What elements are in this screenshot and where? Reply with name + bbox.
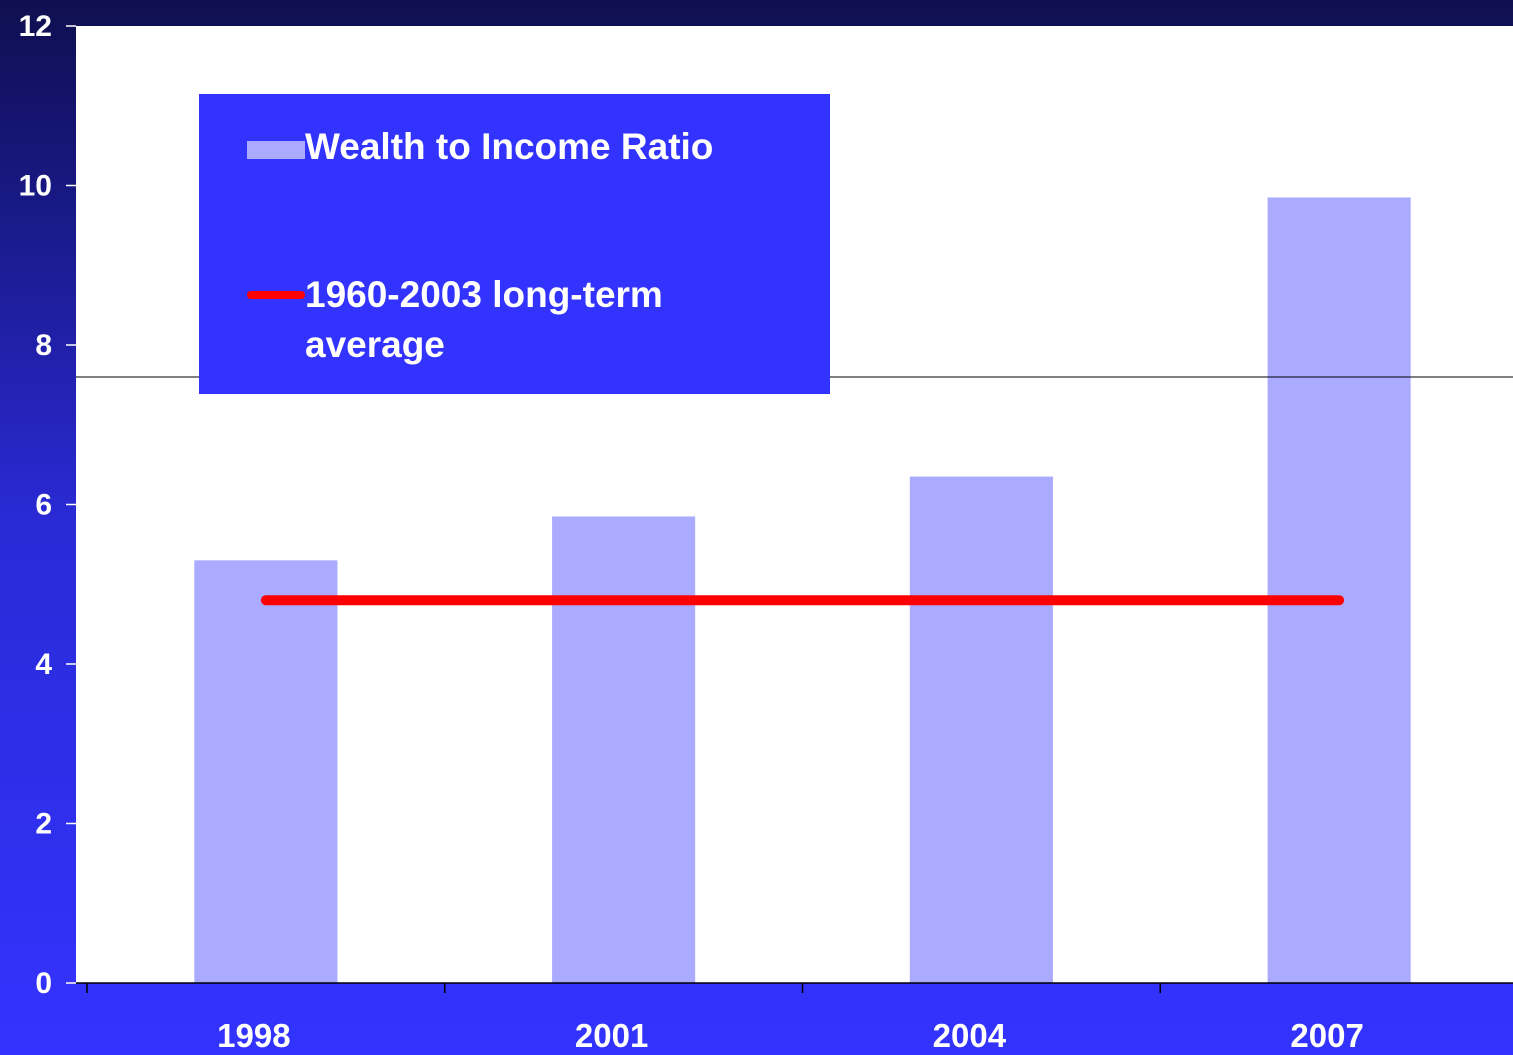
bars-group — [194, 197, 1411, 983]
bar-2004 — [909, 476, 1053, 983]
legend-label-line: 1960-2003 long-term average — [305, 274, 663, 365]
legend-swatch-line — [247, 291, 305, 299]
y-tick-label: 12 — [19, 10, 52, 43]
y-tick-label: 10 — [19, 170, 52, 203]
x-tick-label-2001: 2001 — [575, 1017, 648, 1054]
x-tick-label-1998: 1998 — [217, 1017, 290, 1054]
bar-2007 — [1267, 197, 1411, 983]
y-tick-label: 4 — [35, 648, 52, 681]
bar-2001 — [552, 516, 696, 983]
x-tick-labels: 1998 2001 2004 2007 — [217, 1017, 1364, 1054]
legend: Wealth to Income Ratio 1960-2003 long-te… — [199, 94, 830, 394]
legend-item-bar: Wealth to Income Ratio — [247, 122, 735, 172]
legend-swatch-bar — [247, 141, 305, 159]
y-tick-labels: 0 2 4 6 8 10 12 — [19, 10, 53, 1000]
x-tick-label-2007: 2007 — [1290, 1017, 1363, 1054]
y-tick-label: 2 — [35, 808, 52, 841]
legend-item-line: 1960-2003 long-term average — [247, 270, 735, 370]
y-tick-label: 0 — [35, 967, 52, 1000]
bar-1998 — [194, 560, 338, 983]
legend-label-bar: Wealth to Income Ratio — [305, 126, 714, 167]
y-tick-label: 6 — [35, 489, 52, 522]
y-tick-label: 8 — [35, 329, 52, 362]
x-tick-label-2004: 2004 — [933, 1017, 1007, 1054]
axes-group — [66, 25, 1513, 993]
